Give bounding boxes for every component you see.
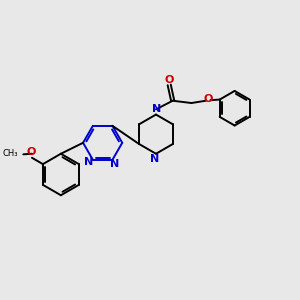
Text: CH₃: CH₃ (2, 149, 17, 158)
Text: O: O (27, 147, 36, 157)
Text: N: N (110, 158, 119, 169)
Text: N: N (150, 154, 159, 164)
Text: O: O (164, 75, 174, 85)
Text: O: O (203, 94, 213, 104)
Text: N: N (152, 104, 162, 114)
Text: N: N (85, 157, 94, 167)
